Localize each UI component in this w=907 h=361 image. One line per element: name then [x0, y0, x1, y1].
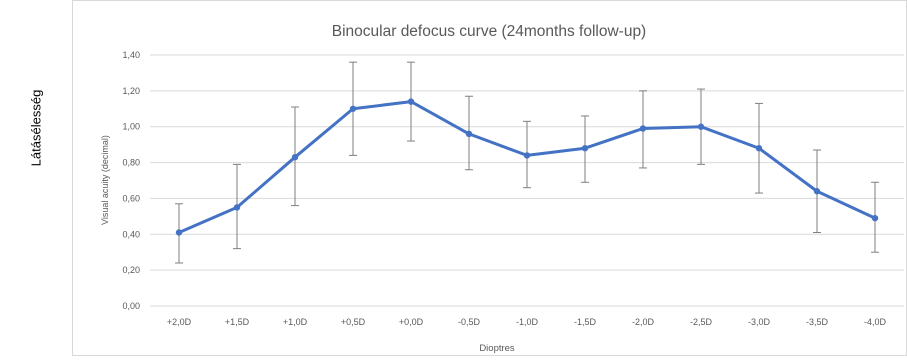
x-tick-label: +2,0D: [167, 317, 192, 327]
y-tick-label: 1,00: [122, 122, 140, 132]
data-point: [291, 153, 299, 161]
x-tick-label: -4,0D: [864, 317, 887, 327]
y-tick-label: 0,20: [122, 265, 140, 275]
x-tick-label: +0,0D: [399, 317, 424, 327]
x-tick-label: -3,0D: [748, 317, 771, 327]
data-point: [581, 145, 589, 152]
x-tick-label: +1,5D: [225, 317, 250, 327]
data-point: [813, 188, 821, 195]
x-tick-label: +0,5D: [341, 317, 366, 327]
x-tick-labels: +2,0D +1,5D +1,0D +0,5D +0,0D -0,5D -1,0D -1,5D…: [167, 317, 887, 327]
outer-axis-label: Látásélesség: [28, 89, 44, 167]
x-tick-label: +1,0D: [283, 317, 308, 327]
data-point: [407, 98, 415, 105]
x-tick-label: -0,5D: [458, 317, 481, 327]
data-point: [697, 123, 705, 130]
chart-container: 0,00 0,20 0,40 0,60 0,80 1,00 1,20 1,40 +2,0D +1…: [72, 0, 907, 356]
y-axis-label: Visual acuity (decimal): [100, 135, 110, 225]
x-tick-label: -1,0D: [516, 317, 539, 327]
data-point: [523, 152, 531, 159]
data-point: [233, 204, 241, 211]
data-point: [639, 125, 647, 132]
x-axis-label: Dioptres: [479, 343, 515, 354]
x-tick-label: -2,5D: [690, 317, 713, 327]
data-point: [349, 105, 357, 112]
y-tick-label: 1,20: [122, 86, 140, 96]
y-tick-label: 1,40: [122, 50, 140, 60]
data-points: [175, 98, 879, 236]
data-point: [871, 214, 879, 222]
y-tick-label: 0,00: [122, 301, 140, 311]
x-tick-label: -1,5D: [574, 317, 597, 327]
defocus-curve-chart: 0,00 0,20 0,40 0,60 0,80 1,00 1,20 1,40 +2,0D +1…: [72, 0, 907, 356]
data-point: [465, 130, 473, 138]
y-tick-label: 0,40: [122, 229, 140, 239]
data-point: [755, 145, 763, 152]
chart-title: Binocular defocus curve (24months follow…: [332, 23, 646, 40]
x-tick-label: -3,5D: [806, 317, 829, 327]
data-point: [175, 229, 183, 236]
outer-axis-label-container: Látásélesség: [0, 0, 72, 356]
y-tick-labels: 0,00 0,20 0,40 0,60 0,80 1,00 1,20 1,40: [122, 50, 140, 311]
x-tick-label: -2,0D: [632, 317, 655, 327]
chart-border: [72, 0, 907, 356]
y-tick-label: 0,80: [122, 158, 140, 168]
y-tick-label: 0,60: [122, 193, 140, 203]
